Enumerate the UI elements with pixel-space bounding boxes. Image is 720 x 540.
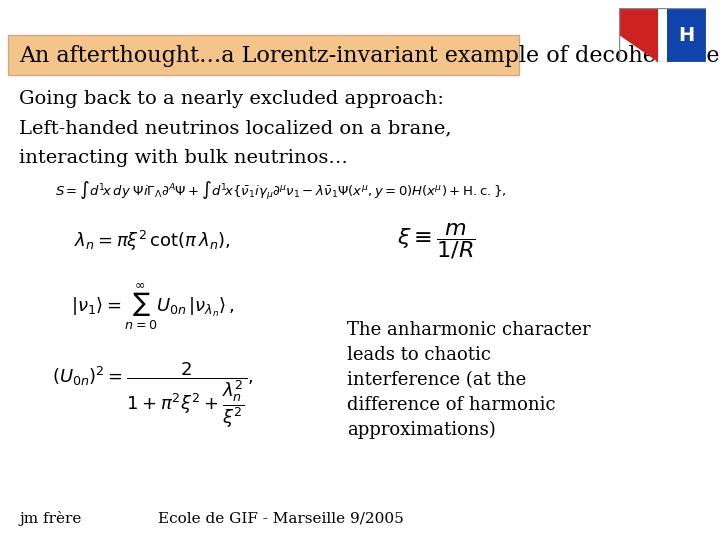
Polygon shape — [619, 8, 658, 62]
Text: $\lambda_n = \pi\xi^2\,\mathrm{cot}(\pi\,\lambda_n),$: $\lambda_n = \pi\xi^2\,\mathrm{cot}(\pi\… — [74, 228, 231, 253]
Text: Going back to a nearly excluded approach:: Going back to a nearly excluded approach… — [19, 90, 444, 108]
Text: jm frère: jm frère — [19, 511, 82, 526]
Text: $\xi \equiv \dfrac{m}{1/R}$: $\xi \equiv \dfrac{m}{1/R}$ — [397, 221, 475, 261]
Text: H: H — [678, 25, 694, 45]
Text: The anharmonic character
leads to chaotic
interference (at the
difference of har: The anharmonic character leads to chaoti… — [347, 321, 590, 439]
FancyBboxPatch shape — [9, 35, 519, 75]
Bar — [658, 8, 667, 62]
Text: An afterthought…a Lorentz-invariant example of decoherence: An afterthought…a Lorentz-invariant exam… — [19, 45, 720, 67]
Bar — [667, 8, 706, 62]
Text: Ecole de GIF - Marseille 9/2005: Ecole de GIF - Marseille 9/2005 — [158, 511, 403, 525]
Text: $|\nu_1\rangle = \sum_{n=0}^{\infty} U_{0n}\,|\nu_{\lambda_n}\rangle\,,$: $|\nu_1\rangle = \sum_{n=0}^{\infty} U_{… — [71, 282, 235, 333]
Text: $(U_{0n})^2 = \dfrac{2}{1 + \pi^2\xi^2 + \dfrac{\lambda_n^2}{\xi^2}},$: $(U_{0n})^2 = \dfrac{2}{1 + \pi^2\xi^2 +… — [52, 361, 253, 430]
Text: interacting with bulk neutrinos…: interacting with bulk neutrinos… — [19, 148, 348, 167]
Text: Left-handed neutrinos localized on a brane,: Left-handed neutrinos localized on a bra… — [19, 119, 452, 137]
Text: $S = \int d^1\!x\, dy\; \Psi i\Gamma_\Lambda \partial^A \Psi + \int d^1\!x\{\bar: $S = \int d^1\!x\, dy\; \Psi i\Gamma_\La… — [55, 180, 506, 202]
